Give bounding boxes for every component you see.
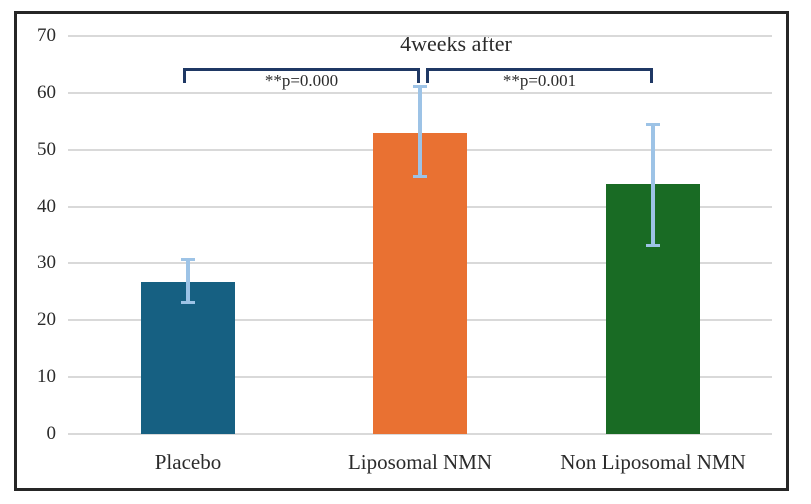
error-bar-non-liposomal-nmn — [651, 124, 655, 247]
error-bar-cap-top-non-liposomal-nmn — [646, 123, 660, 127]
significance-bracket-1 — [183, 68, 420, 83]
error-bar-cap-bottom-liposomal-nmn — [413, 175, 427, 178]
y-axis-tick-label-30: 30 — [37, 252, 56, 274]
y-axis-tick-label-50: 50 — [37, 138, 56, 160]
bar-placebo — [141, 281, 235, 434]
significance-label-1: **p=0.000 — [264, 71, 339, 90]
gridline-0 — [68, 433, 772, 435]
y-axis-tick-label-40: 40 — [37, 195, 56, 217]
significance-label-2: **p=0.001 — [502, 71, 577, 90]
y-axis-tick-label-0: 0 — [46, 423, 57, 444]
y-axis-tick-label-10: 10 — [37, 366, 56, 388]
significance-bracket-2 — [426, 68, 653, 83]
y-axis-tick-label-60: 60 — [37, 81, 56, 103]
gridline-70 — [68, 35, 772, 37]
error-bar-liposomal-nmn — [418, 86, 422, 177]
error-bar-cap-top-placebo — [181, 257, 195, 261]
error-bar-cap-bottom-placebo — [181, 301, 195, 305]
error-bar-cap-top-liposomal-nmn — [413, 85, 427, 89]
error-bar-placebo — [186, 258, 190, 304]
bar-liposomal-nmn — [373, 132, 467, 434]
y-axis-tick-label-70: 70 — [37, 25, 56, 46]
y-axis-tick-label-20: 20 — [37, 309, 56, 331]
x-axis-category-label-non-liposomal-nmn: Non Liposomal NMN — [560, 450, 746, 474]
error-bar-cap-bottom-non-liposomal-nmn — [646, 244, 660, 248]
x-axis-category-label-placebo: Placebo — [154, 450, 222, 474]
x-axis-category-label-liposomal-nmn: Liposomal NMN — [347, 450, 493, 474]
